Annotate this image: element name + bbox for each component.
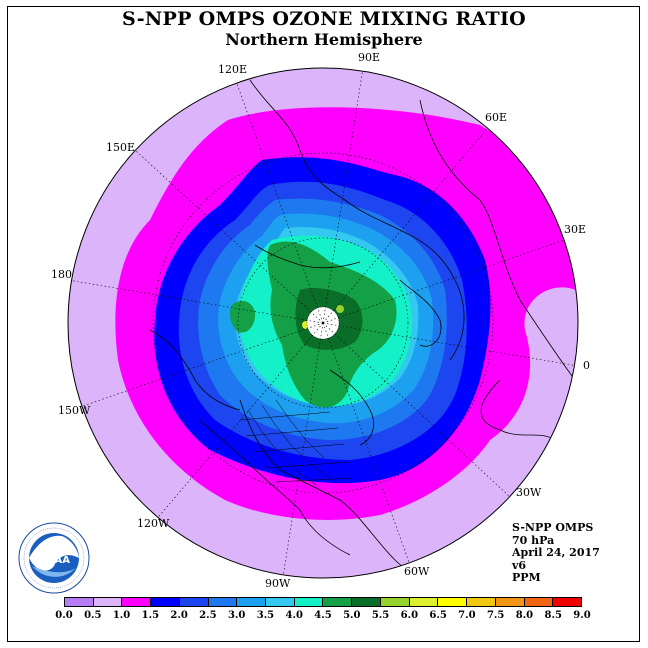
- lon-label-30w: 30W: [516, 486, 542, 499]
- colorbar-tick-label: 3.5: [256, 610, 275, 621]
- colorbar-tick-label: 8.5: [544, 610, 562, 621]
- map-border: [67, 67, 579, 579]
- info-units: PPM: [512, 571, 541, 584]
- colorbar-tick-label: 5.5: [371, 610, 390, 621]
- graticule: [68, 68, 578, 578]
- map-subtitle: Northern Hemisphere: [225, 30, 423, 49]
- colorbar-tick-label: 1.0: [112, 610, 131, 621]
- colorbar-swatch: [323, 598, 353, 606]
- lon-label-150w: 150W: [58, 404, 91, 417]
- colorbar-swatch: [380, 598, 410, 606]
- colorbar-swatch: [151, 598, 180, 606]
- colorbar-tick-label: 3.0: [227, 610, 246, 621]
- colorbar-tick-label: 1.5: [141, 610, 160, 621]
- colorbar-tick-label: 6.5: [429, 610, 447, 621]
- colorbar-swatch: [553, 598, 581, 606]
- contour-5-5-spot-north: [336, 305, 344, 313]
- colorbar-tick-label: 8.0: [515, 610, 534, 621]
- colorbar-tick-label: 9.0: [573, 610, 591, 621]
- colorbar-tick-label: 2.5: [199, 610, 217, 621]
- colorbar-swatch: [294, 598, 324, 606]
- lon-label-180: 180: [51, 268, 72, 281]
- lon-label-120e: 120E: [218, 63, 247, 76]
- colorbar-tick-label: 5.0: [343, 610, 361, 621]
- map-title: S-NPP OMPS OZONE MIXING RATIO: [121, 8, 527, 30]
- info-date: April 24, 2017: [512, 546, 600, 559]
- info-block: S-NPP OMPS 70 hPa April 24, 2017 v6 PPM: [512, 521, 600, 585]
- colorbar-swatch: [65, 598, 94, 606]
- lon-label-90w: 90W: [265, 577, 291, 590]
- colorbar-tick-label: 0.5: [84, 610, 102, 621]
- state-boundaries: [239, 399, 353, 486]
- colorbar-swatch: [237, 598, 267, 606]
- colorbar-tick-label: 0.0: [55, 610, 73, 621]
- colorbar-swatch: [208, 598, 238, 606]
- colorbar: [64, 597, 582, 607]
- info-level: 70 hPa: [512, 533, 555, 547]
- lon-label-30e: 30E: [564, 223, 586, 236]
- coastlines: [149, 79, 576, 578]
- lon-label-60w: 60W: [404, 565, 430, 578]
- colorbar-ticks: 0.0 0.5 1.0 1.5 2.0 2.5 3.0 3.5 4.0 4.5 5.0 5.5 6.0 6…: [55, 610, 590, 624]
- lon-label-120w: 120W: [137, 517, 170, 530]
- colorbar-swatch: [122, 598, 152, 606]
- colorbar-swatch: [93, 598, 123, 606]
- colorbar-swatch: [524, 598, 554, 606]
- lon-label-60e: 60E: [485, 111, 507, 124]
- colorbar-tick-label: 7.5: [486, 610, 505, 621]
- colorbar-swatch: [179, 598, 209, 606]
- info-instrument: S-NPP OMPS: [512, 521, 594, 534]
- lon-label-90e: 90E: [358, 51, 380, 64]
- colorbar-swatch: [352, 598, 381, 606]
- info-version: v6: [512, 558, 527, 572]
- colorbar-swatch: [266, 598, 295, 606]
- colorbar-tick-label: 7.0: [458, 610, 476, 621]
- colorbar-tick-label: 2.0: [170, 610, 188, 621]
- noaa-logo-text: NOAA: [38, 555, 70, 566]
- noaa-logo: NOAA: [18, 522, 90, 594]
- colorbar-swatch: [495, 598, 525, 606]
- colorbar-tick-label: 6.0: [400, 610, 419, 621]
- colorbar-swatch: [409, 598, 439, 606]
- colorbar-tick-label: 4.5: [314, 610, 332, 621]
- colorbar-swatch: [438, 598, 468, 606]
- lon-label-0: 0: [583, 359, 590, 372]
- lon-label-150e: 150E: [106, 141, 135, 154]
- colorbar-tick-label: 4.0: [285, 610, 303, 621]
- colorbar-swatch: [467, 598, 496, 606]
